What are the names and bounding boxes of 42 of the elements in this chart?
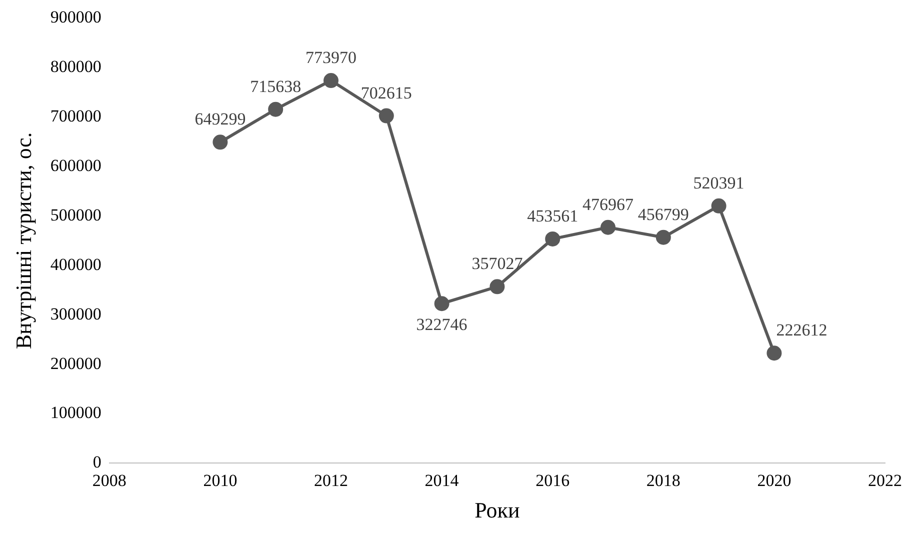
y-axis-title: Внутрішні туристи, ос. (10, 132, 36, 350)
point (212, 134, 228, 150)
point (268, 102, 284, 117)
y-tick-label: 800000 (50, 57, 102, 76)
y-tick-label: 700000 (50, 106, 102, 126)
point (434, 296, 450, 312)
point (766, 346, 782, 361)
data-label: 702615 (360, 83, 412, 102)
data-label: 222612 (776, 320, 828, 340)
x-tick-label: 2014 (424, 470, 460, 490)
point (711, 198, 726, 214)
data-label: 322746 (416, 315, 468, 334)
x-tick-label: 2012 (314, 470, 348, 490)
y-tick-label: 100000 (50, 403, 102, 422)
x-tick-label: 2016 (536, 470, 570, 490)
point (656, 230, 671, 245)
point (600, 220, 616, 235)
x-tick-label: 2018 (646, 470, 680, 490)
x-tick-label: 2010 (203, 470, 238, 490)
point (545, 231, 560, 246)
data-label: 476967 (582, 194, 634, 214)
y-tick-label: 900000 (50, 8, 102, 27)
data-label: 520391 (693, 173, 744, 192)
data-label: 357027 (472, 254, 524, 274)
y-tick-label: 0 (92, 452, 102, 472)
x-tick-label: 2022 (868, 470, 902, 490)
y-tick-label: 600000 (50, 156, 102, 175)
point (378, 108, 394, 124)
data-label: 453561 (527, 206, 578, 226)
y-tick-label: 300000 (50, 304, 102, 324)
y-tick-label: 500000 (50, 205, 102, 224)
point (490, 279, 505, 294)
data-label: 773970 (306, 48, 356, 67)
y-tick-label: 400000 (50, 254, 102, 274)
point (324, 73, 338, 88)
data-label: 649299 (194, 110, 246, 129)
y-tick-label: 200000 (50, 354, 102, 373)
x-tick-label: 2008 (92, 470, 126, 490)
data-label: 715638 (250, 76, 302, 96)
x-tick-label: 2020 (757, 470, 792, 490)
x-axis-title: Роки (474, 498, 520, 523)
data-label: 456799 (638, 204, 689, 224)
